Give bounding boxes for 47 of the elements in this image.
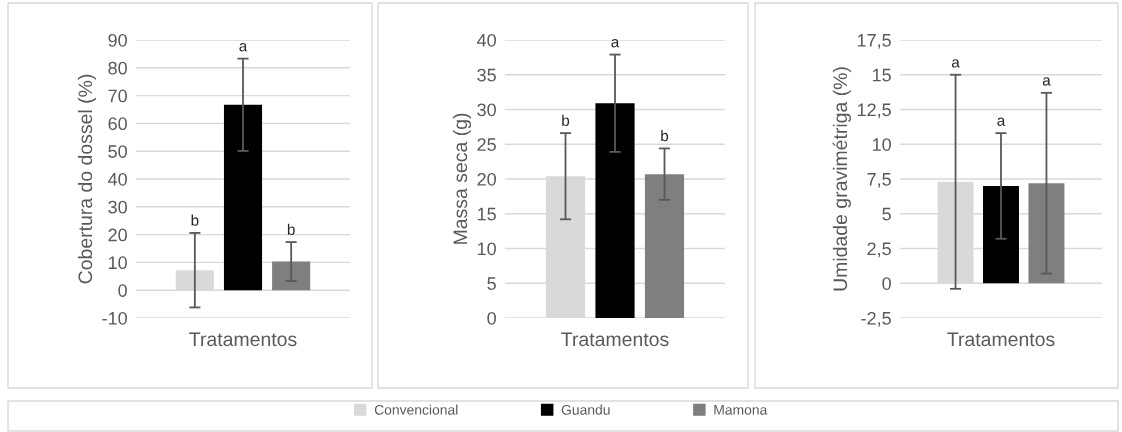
x-tick-label: Tratamentos xyxy=(561,332,669,347)
y-tick-label: 20 xyxy=(108,228,127,242)
y-tick-label: 12,5 xyxy=(857,103,891,119)
annotation: a xyxy=(951,59,960,68)
annotation: a xyxy=(997,117,1006,126)
annotation: a xyxy=(239,43,248,52)
annotation: b xyxy=(287,223,295,235)
y-tick-label: 0 xyxy=(882,277,891,290)
y-tick-label: 70 xyxy=(108,89,127,103)
y-tick-label: 50 xyxy=(108,145,127,158)
y-tick-label: 40 xyxy=(108,172,127,186)
y-tick-label: 40 xyxy=(477,33,496,47)
annotation: a xyxy=(1042,77,1051,86)
y-tick-label: 80 xyxy=(108,61,127,75)
y-tick-label: 25 xyxy=(477,138,496,151)
y-tick-label: 30 xyxy=(477,103,496,117)
annotation: b xyxy=(191,214,199,226)
legend-label: Convencional xyxy=(374,404,458,415)
y-tick-label: 10 xyxy=(872,138,891,151)
y-tick-label: -2,5 xyxy=(861,311,891,327)
y-tick-label: 0 xyxy=(118,284,127,297)
y-tick-label: 60 xyxy=(108,117,127,131)
y-tick-label: 30 xyxy=(108,200,127,214)
y-tick-label: 15 xyxy=(872,68,891,82)
y-axis-title: Cobertura do dossel (%) xyxy=(77,74,97,284)
y-tick-label: 17,5 xyxy=(857,34,891,49)
annotation: b xyxy=(661,130,669,142)
y-axis-title: Massa seca (g) xyxy=(452,113,472,244)
x-tick-label: Tratamentos xyxy=(947,332,1055,347)
y-tick-label: 5 xyxy=(487,277,496,290)
x-tick-label: Tratamentos xyxy=(189,332,297,347)
legend-label: Mamona xyxy=(714,405,768,415)
y-tick-label: 10 xyxy=(477,242,496,256)
y-tick-label: 10 xyxy=(108,256,127,270)
y-tick-label: 5 xyxy=(882,207,891,221)
annotation: b xyxy=(562,114,570,126)
y-tick-label: 35 xyxy=(477,68,496,82)
y-tick-label: 7,5 xyxy=(867,173,891,188)
legend-label: Guandu xyxy=(561,404,610,415)
y-tick-label: 0 xyxy=(487,311,496,325)
y-tick-label: 2,5 xyxy=(867,242,891,258)
annotation: a xyxy=(611,39,620,48)
y-tick-label: 90 xyxy=(108,33,127,47)
y-axis-title: Umidade gravimétriga (%) xyxy=(832,67,851,291)
y-tick-label: -10 xyxy=(102,311,127,325)
y-tick-label: 20 xyxy=(477,172,496,186)
y-tick-label: 15 xyxy=(477,207,496,221)
